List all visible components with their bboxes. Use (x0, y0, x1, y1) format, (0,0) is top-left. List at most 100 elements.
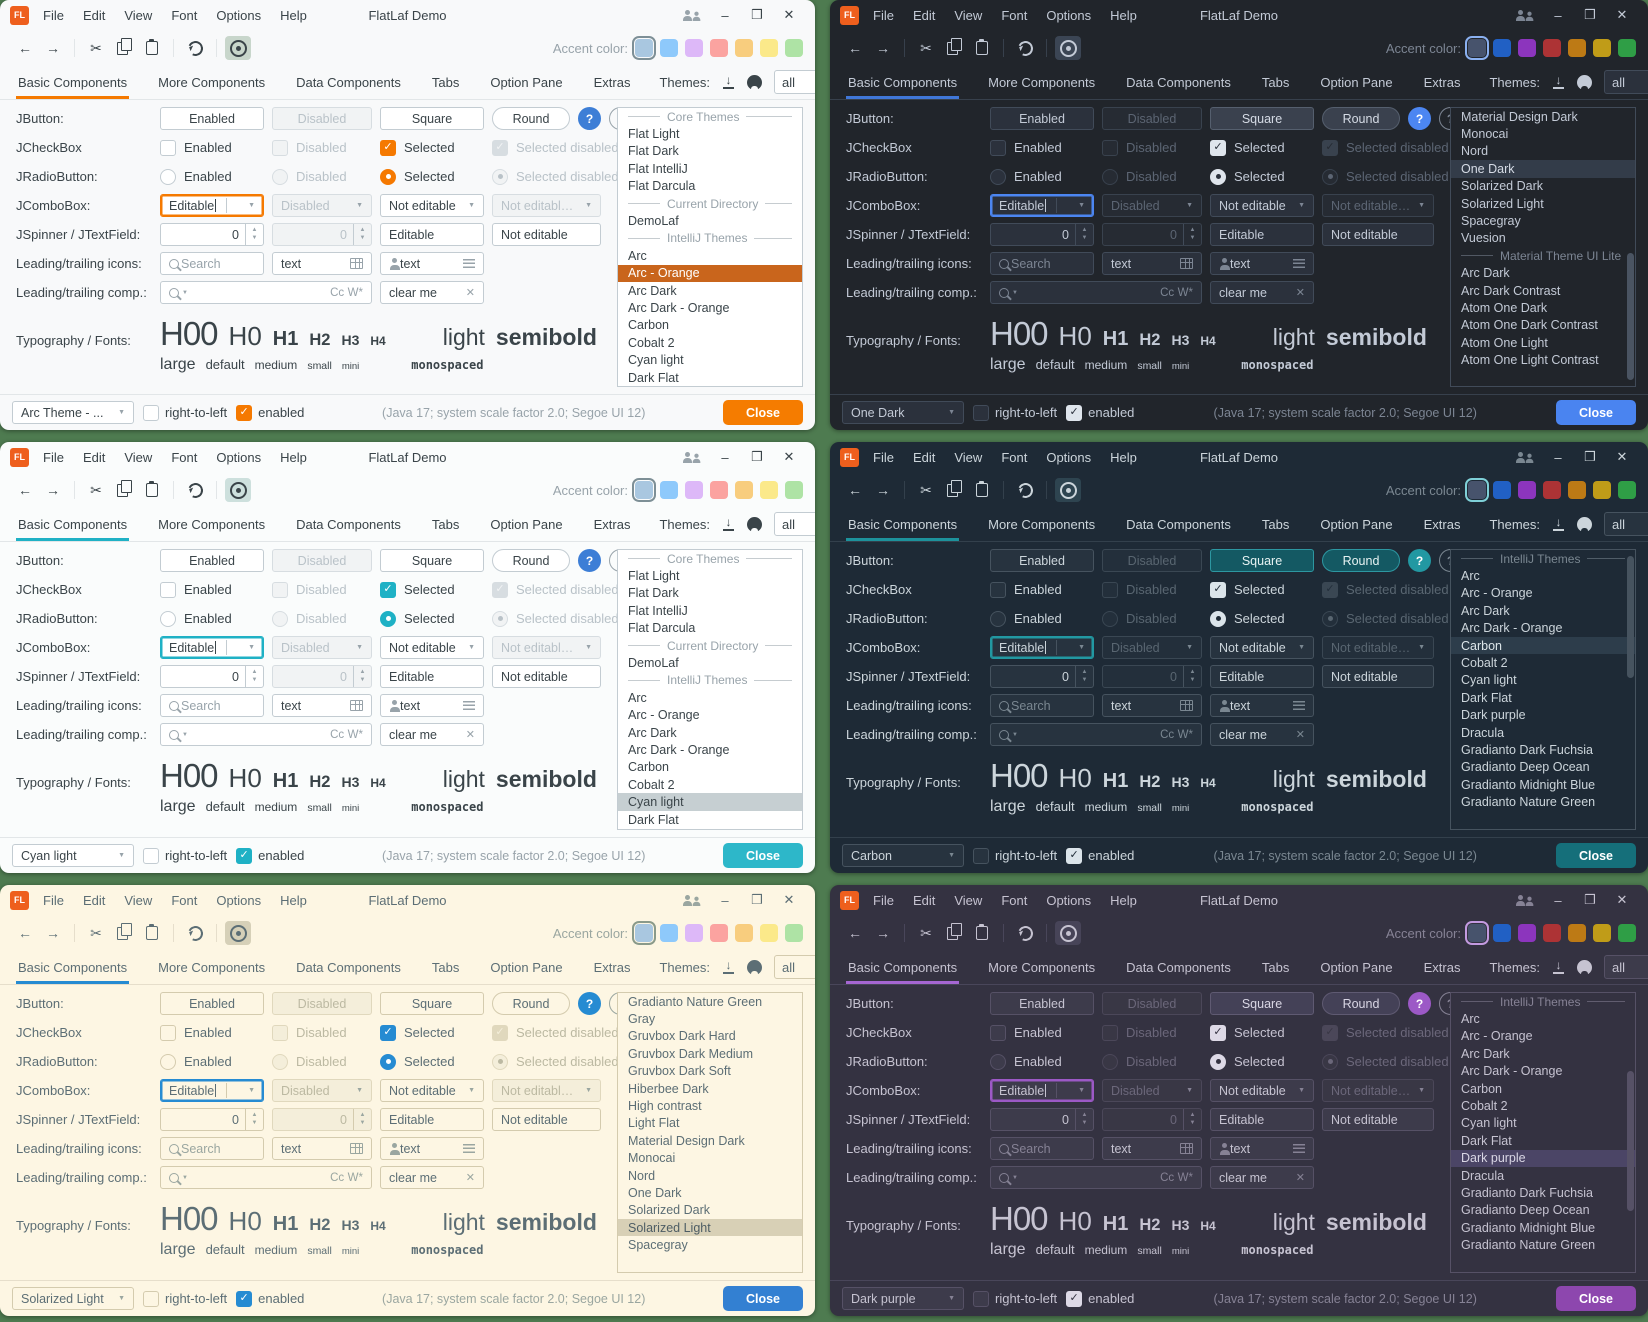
match-case-button[interactable]: Cc (330, 728, 345, 741)
search-input[interactable]: Search (990, 694, 1094, 717)
tab-data-components[interactable]: Data Components (296, 960, 401, 975)
accent-swatch-6[interactable] (760, 39, 778, 57)
theme-list-item-gruvbox-dark-medium[interactable]: Gruvbox Dark Medium (628, 1046, 754, 1061)
enabled-checkbox[interactable]: ✓ enabled (236, 847, 304, 864)
search-input[interactable]: Search (160, 252, 264, 275)
enabled-button[interactable]: Enabled (160, 992, 264, 1015)
cut-button[interactable]: ✂ (920, 39, 932, 56)
scrollbar-thumb[interactable] (1627, 1071, 1634, 1211)
theme-list-item-cobalt-2[interactable]: Cobalt 2 (628, 335, 675, 350)
match-case-button[interactable]: Cc (330, 286, 345, 299)
enabled-checkbox[interactable]: ✓ enabled (236, 1290, 304, 1307)
menu-view[interactable]: View (124, 892, 153, 908)
text-field-calendar[interactable]: text (1102, 252, 1202, 275)
enabled-button[interactable]: Enabled (160, 549, 264, 572)
forward-button[interactable]: → (876, 40, 890, 56)
accent-swatch-7[interactable] (785, 924, 803, 942)
menu-options[interactable]: Options (1046, 892, 1092, 908)
table-icon[interactable] (1180, 258, 1193, 269)
theme-list-item-gruvbox-dark-soft[interactable]: Gruvbox Dark Soft (628, 1064, 731, 1079)
help-button[interactable]: ? (1408, 107, 1431, 130)
theme-select-combo[interactable]: Arc Theme - ... ▼ (12, 401, 134, 424)
theme-list-item-one-dark[interactable]: One Dark (1451, 160, 1635, 178)
users-icon[interactable] (1510, 443, 1542, 471)
github-icon[interactable] (1577, 74, 1593, 91)
theme-list-item-dark-flat[interactable]: Dark Flat (628, 812, 679, 827)
tab-extras[interactable]: Extras (1423, 517, 1461, 532)
theme-list-item-carbon[interactable]: Carbon (1451, 636, 1635, 655)
copy-button[interactable] (941, 36, 967, 60)
round-button[interactable]: Round (492, 992, 570, 1015)
close-button[interactable]: Close (1556, 1286, 1636, 1311)
accent-swatch-4[interactable] (710, 481, 728, 499)
tab-tabs[interactable]: Tabs (431, 960, 460, 975)
minimize-button[interactable]: – (1554, 892, 1562, 908)
accent-swatch-7[interactable] (785, 481, 803, 499)
regex-button[interactable]: * (1188, 728, 1193, 741)
checkbox-selected[interactable]: ✓ (1210, 139, 1226, 156)
theme-list-item-dark-purple[interactable]: Dark purple (1451, 1149, 1635, 1167)
tab-more-components[interactable]: More Components (158, 517, 266, 532)
show-hidden-toggle-button[interactable] (225, 478, 251, 502)
copy-button[interactable] (111, 921, 137, 945)
close-button[interactable]: Close (1556, 843, 1636, 868)
scrollbar[interactable] (1626, 108, 1635, 386)
menu-options[interactable]: Options (216, 7, 262, 23)
menu-view[interactable]: View (954, 449, 983, 465)
theme-list-item-solarized-light[interactable]: Solarized Light (618, 1219, 802, 1237)
menu-font[interactable]: Font (1001, 7, 1028, 23)
combobox-not-editable[interactable]: Not editable ▼ (380, 194, 484, 217)
show-hidden-toggle-button[interactable] (225, 921, 251, 945)
accent-swatch-5[interactable] (1568, 481, 1586, 499)
tab-more-components[interactable]: More Components (158, 75, 266, 90)
theme-list-item-cyan-light[interactable]: Cyan light (1461, 673, 1517, 688)
spinner-enabled[interactable]: 0 ▲ ▼ (160, 223, 264, 246)
accent-swatch-2[interactable] (660, 481, 678, 499)
text-field-person[interactable]: text (1210, 252, 1314, 275)
list-icon[interactable] (1293, 1144, 1305, 1153)
tab-extras[interactable]: Extras (593, 517, 631, 532)
accent-swatch-4[interactable] (710, 924, 728, 942)
right-to-left-checkbox[interactable]: right-to-left (973, 404, 1057, 421)
accent-swatch-4[interactable] (710, 39, 728, 57)
minimize-button[interactable]: – (1554, 7, 1562, 23)
theme-list-item-flat-darcula[interactable]: Flat Darcula (628, 621, 696, 636)
theme-list-item-arc-dark[interactable]: Arc Dark (1461, 1046, 1510, 1061)
match-case-button[interactable]: Cc (330, 1171, 345, 1184)
enabled-checkbox[interactable]: ✓ enabled (1066, 1290, 1134, 1307)
tab-basic-components[interactable]: Basic Components (846, 512, 960, 541)
back-button[interactable]: ← (18, 482, 32, 498)
help-button[interactable]: ? (578, 107, 601, 130)
theme-list-item-arc-dark-orange[interactable]: Arc Dark - Orange (1461, 1064, 1563, 1079)
menu-options[interactable]: Options (1046, 7, 1092, 23)
regex-button[interactable]: * (1188, 1171, 1193, 1184)
maximize-button[interactable]: ❒ (751, 892, 763, 907)
themes-filter-select[interactable]: all▼ (1604, 512, 1648, 536)
clear-me-field[interactable]: clear me ✕ (380, 723, 484, 746)
chevron-down-icon[interactable]: ▼ (1012, 289, 1018, 296)
theme-list-item-arc-orange[interactable]: Arc - Orange (1461, 586, 1533, 601)
theme-list-item-arc-dark[interactable]: Arc Dark (1461, 603, 1510, 618)
enabled-button[interactable]: Enabled (990, 549, 1094, 572)
paste-button[interactable] (969, 36, 995, 60)
table-icon[interactable] (1180, 1143, 1193, 1154)
clear-icon[interactable]: ✕ (465, 729, 475, 741)
square-button[interactable]: Square (380, 992, 484, 1015)
accent-swatch-6[interactable] (1593, 481, 1611, 499)
spinner-enabled[interactable]: 0 ▲ ▼ (160, 1108, 264, 1131)
theme-list-item-cyan-light[interactable]: Cyan light (618, 793, 802, 811)
radio-selected[interactable] (1210, 610, 1226, 627)
back-button[interactable]: ← (18, 40, 32, 56)
radio-selected[interactable] (1210, 1053, 1226, 1070)
tab-tabs[interactable]: Tabs (1261, 517, 1290, 532)
checkbox-selected[interactable]: ✓ (1210, 581, 1226, 598)
menu-help[interactable]: Help (1110, 449, 1137, 465)
match-case-button[interactable]: Cc (1160, 728, 1175, 741)
round-button[interactable]: Round (1322, 549, 1400, 572)
close-window-button[interactable]: ✕ (783, 892, 795, 907)
right-to-left-checkbox[interactable]: right-to-left (143, 847, 227, 864)
list-icon[interactable] (1293, 259, 1305, 268)
textfield-editable[interactable]: Editable (380, 665, 484, 688)
menu-font[interactable]: Font (171, 7, 198, 23)
theme-list-item-dark-flat[interactable]: Dark Flat (628, 370, 679, 385)
